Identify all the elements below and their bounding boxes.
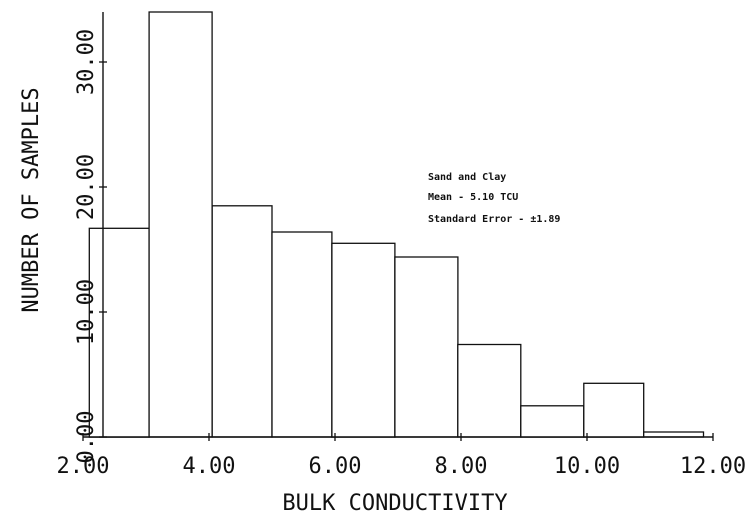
x-tick-label: 8.00 xyxy=(435,454,488,479)
histogram-bar xyxy=(271,231,333,438)
histogram-bar xyxy=(148,11,213,438)
histogram-bar xyxy=(394,256,459,438)
annotation-line-3: Standard Error - ±1.89 xyxy=(428,214,560,225)
stats-annotation: Sand and Clay Mean - 5.10 TCU Standard E… xyxy=(428,172,560,225)
x-axis-ticks: 2.00 4.00 6.00 8.00 10.00 12.00 xyxy=(57,433,746,479)
x-tick-label: 2.00 xyxy=(57,454,110,479)
y-axis-title: NUMBER OF SAMPLES xyxy=(19,87,44,312)
histogram-bar xyxy=(583,382,645,438)
histogram-bar xyxy=(643,431,705,438)
y-tick-label: 30.00 xyxy=(74,29,99,95)
histogram-bars xyxy=(88,11,705,438)
x-tick-label: 6.00 xyxy=(309,454,362,479)
y-tick-label: 20.00 xyxy=(74,154,99,220)
x-axis-title: BULK CONDUCTIVITY xyxy=(282,491,507,516)
histogram-bar xyxy=(457,343,522,438)
histogram-bar xyxy=(331,242,396,438)
y-tick-label: 10.00 xyxy=(74,279,99,345)
histogram-bar xyxy=(211,205,273,438)
x-tick-label: 4.00 xyxy=(183,454,236,479)
annotation-line-2: Mean - 5.10 TCU xyxy=(428,192,518,203)
y-axis-ticks: 0.00 10.00 20.00 30.00 xyxy=(74,29,107,464)
x-tick-label: 10.00 xyxy=(554,454,620,479)
annotation-line-1: Sand and Clay xyxy=(428,172,506,183)
histogram-bar xyxy=(88,227,150,438)
x-tick-label: 12.00 xyxy=(680,454,746,479)
y-tick-label: 0.00 xyxy=(74,411,99,464)
histogram-bar xyxy=(520,405,585,438)
